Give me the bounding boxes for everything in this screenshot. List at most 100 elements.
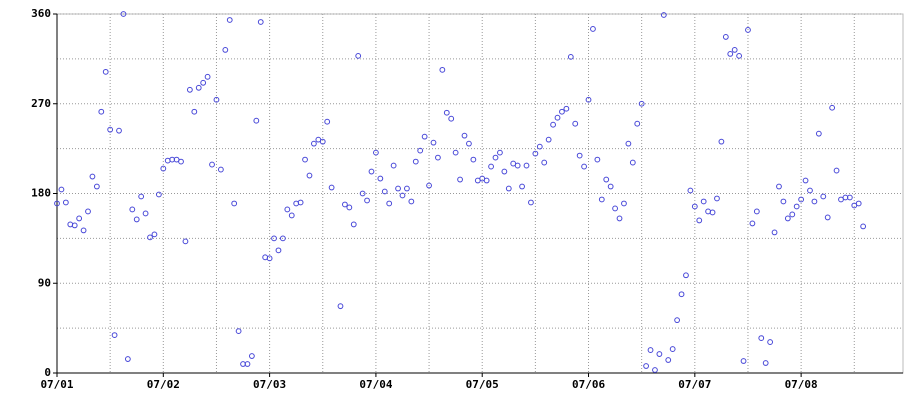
x-tick-label: 07/02	[147, 378, 180, 391]
point	[133, 216, 140, 223]
point	[195, 84, 202, 91]
point	[466, 140, 472, 147]
point	[789, 211, 796, 218]
point	[426, 182, 432, 189]
point	[186, 86, 193, 93]
point	[248, 353, 255, 359]
point	[528, 199, 534, 206]
y-tick-label: 90	[38, 276, 51, 289]
y-tick-label: 0	[44, 366, 51, 379]
point	[660, 12, 667, 18]
point	[102, 68, 109, 75]
point	[217, 166, 224, 173]
point	[412, 158, 419, 165]
point	[408, 198, 415, 205]
point	[824, 214, 831, 221]
point	[297, 199, 304, 206]
point	[745, 27, 751, 33]
x-tick-label: 07/05	[466, 378, 499, 391]
point	[452, 149, 459, 156]
point	[669, 346, 676, 352]
point	[532, 150, 539, 157]
point	[359, 190, 366, 197]
point	[820, 193, 827, 200]
point	[700, 198, 707, 205]
point	[846, 194, 853, 201]
point	[76, 215, 83, 222]
point	[665, 357, 672, 363]
point	[638, 100, 645, 107]
point	[492, 154, 499, 161]
point	[346, 204, 353, 211]
point	[381, 188, 388, 195]
point	[231, 200, 238, 207]
point	[815, 130, 822, 137]
point	[683, 272, 689, 279]
point	[377, 175, 384, 182]
point	[501, 168, 508, 175]
point	[222, 47, 229, 53]
point	[337, 303, 344, 310]
point	[342, 201, 348, 208]
point	[714, 195, 720, 202]
point	[93, 183, 100, 190]
point	[833, 167, 840, 174]
point	[62, 199, 69, 206]
point	[111, 332, 118, 339]
point	[536, 143, 543, 150]
point	[124, 356, 131, 362]
x-tick-label: 07/06	[572, 378, 605, 391]
point	[235, 328, 242, 335]
point	[793, 203, 800, 210]
x-tick-label: 07/08	[785, 378, 818, 391]
point	[563, 105, 570, 112]
point	[368, 168, 375, 175]
point	[253, 117, 260, 124]
point	[244, 361, 251, 367]
point	[753, 208, 760, 215]
point	[855, 200, 862, 207]
point	[209, 161, 215, 168]
point	[448, 115, 455, 122]
point	[590, 26, 596, 32]
point	[80, 227, 87, 234]
point	[116, 127, 122, 134]
point	[350, 221, 357, 228]
point	[727, 50, 734, 57]
point	[807, 187, 813, 194]
point	[612, 205, 618, 212]
point	[771, 229, 778, 236]
point	[129, 206, 136, 213]
point	[550, 121, 556, 128]
x-tick-label: 07/04	[359, 378, 392, 391]
point	[155, 191, 162, 198]
point	[541, 159, 548, 166]
point	[581, 163, 587, 170]
point	[138, 193, 145, 200]
point	[328, 184, 335, 191]
y-tick-label: 180	[31, 187, 51, 200]
point	[559, 108, 565, 115]
point	[390, 162, 397, 169]
point	[271, 235, 277, 242]
point	[151, 231, 158, 238]
point	[598, 196, 605, 203]
point	[71, 222, 78, 229]
point	[142, 210, 149, 217]
point	[767, 339, 774, 345]
point	[257, 19, 264, 25]
point	[674, 317, 681, 324]
point	[439, 66, 446, 73]
point	[302, 156, 308, 163]
point	[417, 147, 424, 154]
point	[545, 136, 552, 143]
point	[594, 156, 601, 163]
point	[497, 149, 503, 156]
point	[780, 198, 787, 205]
y-tick-label: 270	[31, 97, 51, 110]
point	[758, 335, 765, 341]
point	[718, 138, 725, 145]
point	[421, 133, 428, 140]
point	[678, 291, 685, 298]
